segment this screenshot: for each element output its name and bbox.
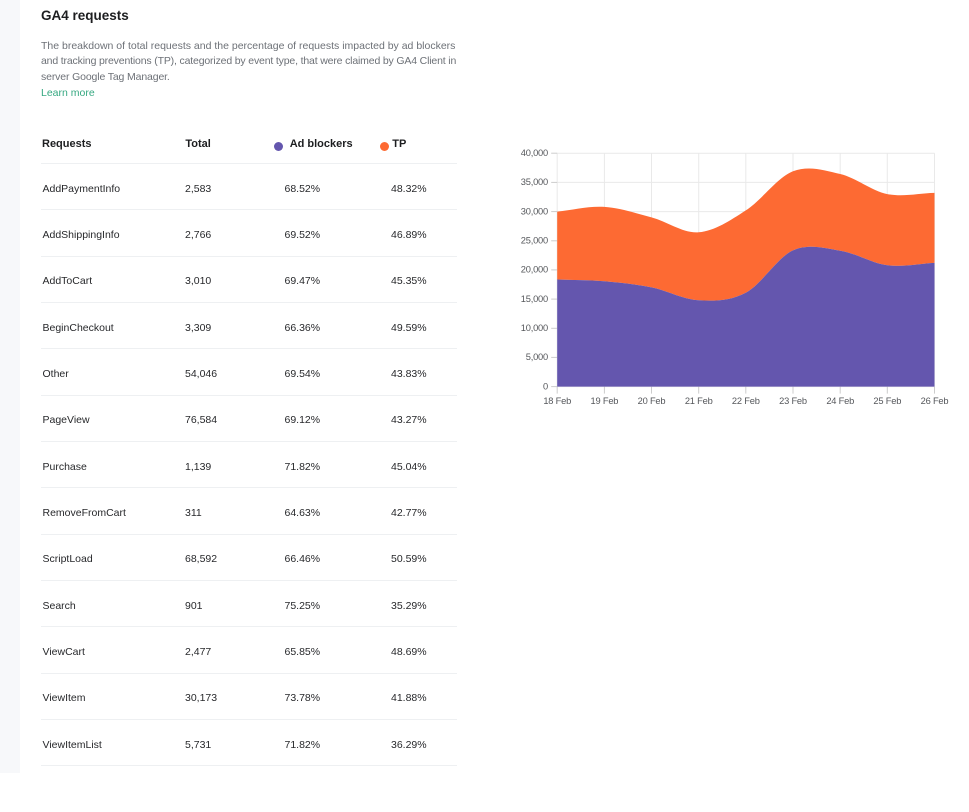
svg-text:20,000: 20,000	[521, 265, 548, 275]
svg-text:25,000: 25,000	[521, 236, 548, 246]
svg-text:30,000: 30,000	[521, 206, 548, 216]
svg-text:19 Feb: 19 Feb	[591, 396, 619, 406]
svg-text:35,000: 35,000	[521, 177, 548, 187]
svg-text:18 Feb: 18 Feb	[543, 396, 571, 406]
svg-text:24 Feb: 24 Feb	[826, 396, 854, 406]
svg-text:0: 0	[543, 381, 548, 391]
svg-text:10,000: 10,000	[521, 323, 548, 333]
svg-text:23 Feb: 23 Feb	[779, 396, 807, 406]
svg-text:26 Feb: 26 Feb	[921, 396, 949, 406]
svg-text:5,000: 5,000	[526, 352, 548, 362]
svg-text:15,000: 15,000	[521, 294, 548, 304]
svg-text:22 Feb: 22 Feb	[732, 396, 760, 406]
svg-text:40,000: 40,000	[521, 148, 548, 158]
svg-text:20 Feb: 20 Feb	[638, 396, 666, 406]
svg-text:21 Feb: 21 Feb	[685, 396, 713, 406]
svg-text:25 Feb: 25 Feb	[873, 396, 901, 406]
